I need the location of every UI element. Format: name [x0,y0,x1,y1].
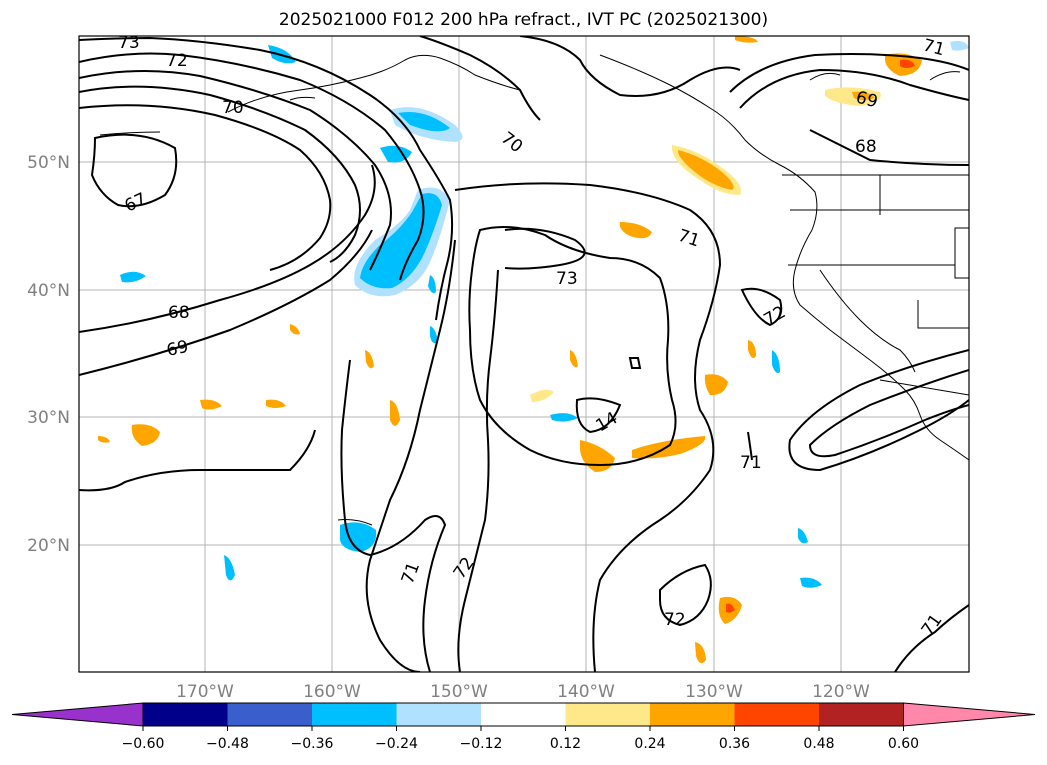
colorbar-tick-label: −0.24 [375,736,418,752]
colorbar-tick-label: 0.36 [719,736,750,752]
contour-label: 71 [740,453,762,473]
colorbar-tick-label: −0.48 [206,736,249,752]
colorbar-segment [565,703,651,726]
lat-label: 40°N [27,281,70,301]
contour-label: 73 [118,33,140,53]
contour-label: 70 [222,98,244,118]
graticule [79,36,969,672]
colorbar-tick-label: 0.12 [550,736,581,752]
lat-label: 50°N [27,153,70,173]
refractivity-contours [79,36,969,672]
colorbar-segment [819,703,904,726]
colorbar-tick-label: 0.60 [888,736,919,752]
colorbar-outline [142,702,904,727]
colorbar-segment [734,703,820,726]
lon-label: 120°W [812,682,870,702]
longitude-labels: 170°W 160°W 150°W 140°W 130°W 120°W [176,682,870,702]
colorbar-segment [312,703,397,726]
contour-label: 72 [166,51,188,71]
colorbar-tick-label: −0.36 [291,736,334,752]
contour-label: 68 [855,137,877,157]
coastlines [99,54,969,526]
contour-label: 73 [556,269,578,289]
colorbar-segment [143,703,228,726]
lon-label: 160°W [303,682,361,702]
map-frame [78,35,970,673]
colorbar-segment [396,703,482,726]
lon-label: 140°W [557,682,615,702]
lon-label: 130°W [685,682,743,702]
map-title: 2025021000 F012 200 hPa refract., IVT PC… [278,10,769,30]
colorbar-tick-label: 0.24 [634,736,665,752]
colorbar-segment [650,703,735,726]
colorbar-extend-high [903,702,1036,727]
colorbar-tick-label: −0.60 [122,736,165,752]
contour-label: 72 [664,610,686,630]
lon-label: 150°W [430,682,488,702]
colorbar-segment [227,703,313,726]
lat-label: 30°N [27,408,70,428]
colorbar-tick-label: 0.48 [803,736,834,752]
colorbar-tick-label: −0.12 [460,736,503,752]
colorbar-extend-low [11,702,144,727]
contour-label: 69 [165,337,190,361]
colorbar-segment [481,703,566,726]
lat-label: 20°N [27,536,70,556]
latitude-labels: 50°N 40°N 30°N 20°N [27,153,70,556]
map-background [79,36,969,672]
colorbar: −0.60 −0.48 −0.36 −0.24 −0.12 0.12 0.24 0.36 0.4… [11,702,1036,752]
lon-label: 170°W [176,682,234,702]
contour-label: 68 [168,303,190,323]
negative-anomaly-fill [120,40,969,588]
